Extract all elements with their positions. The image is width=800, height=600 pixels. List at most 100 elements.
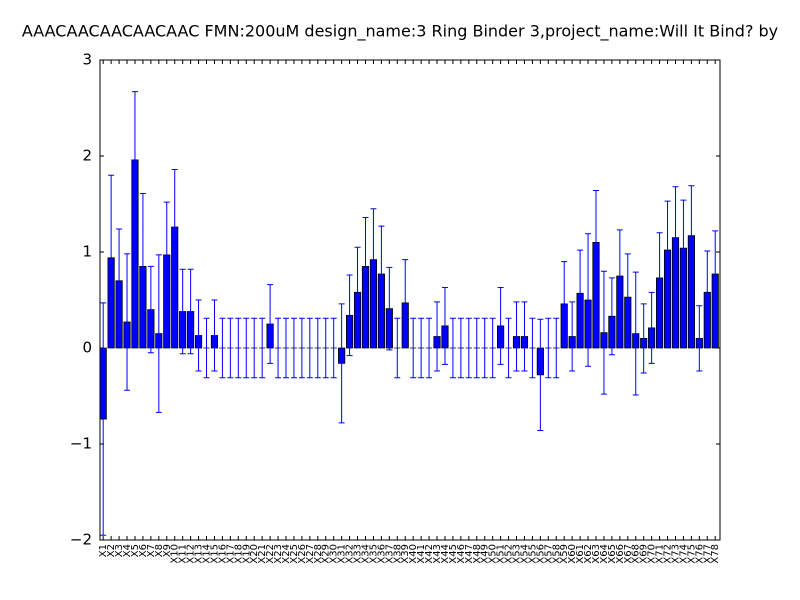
x-tick-label: X75 <box>686 544 697 564</box>
error-bar <box>696 305 703 372</box>
x-tick-label: X5 <box>130 544 141 557</box>
bar <box>131 159 139 349</box>
x-tick-label: X34 <box>360 544 371 564</box>
error-bar <box>290 317 297 379</box>
x-tick-label: X61 <box>575 544 586 564</box>
x-tick-label: X37 <box>384 544 395 564</box>
bar <box>679 247 688 349</box>
x-tick-label: X4 <box>122 544 133 557</box>
y-tick-label: −2 <box>70 531 92 549</box>
x-tick-label: X18 <box>233 544 244 564</box>
x-tick-label: X76 <box>694 544 705 564</box>
x-tick-label: X6 <box>138 544 149 557</box>
error-bar <box>593 190 599 295</box>
error-bar <box>632 271 639 396</box>
error-bar <box>100 302 107 536</box>
error-bar <box>672 186 679 289</box>
error-bar <box>712 230 719 318</box>
error-bar <box>314 317 321 379</box>
error-bar <box>124 253 131 391</box>
x-tick-label: X46 <box>456 544 467 564</box>
x-tick-label: X48 <box>472 544 483 564</box>
error-bar <box>171 168 178 286</box>
x-tick-label: X30 <box>329 544 340 564</box>
error-bar <box>561 261 568 347</box>
error-bar <box>346 274 353 357</box>
x-tick-label: X72 <box>663 544 674 564</box>
error-bar <box>362 216 369 316</box>
error-bar <box>410 317 417 379</box>
x-tick-label: X26 <box>297 544 308 564</box>
x-tick-label: X73 <box>670 544 681 564</box>
error-bar <box>664 200 671 300</box>
x-tick-label: X20 <box>249 544 260 564</box>
error-bar <box>203 317 210 379</box>
error-bar <box>577 249 584 337</box>
x-tick-label: X15 <box>209 544 220 564</box>
x-tick-label: X27 <box>305 544 316 564</box>
x-tick-label: X2 <box>106 544 117 557</box>
error-bar <box>322 317 329 379</box>
x-tick-label: X11 <box>178 544 189 564</box>
error-bar <box>139 192 146 340</box>
error-bar <box>330 317 337 379</box>
error-bar <box>553 317 560 379</box>
error-bar <box>656 232 663 324</box>
x-tick-label: X38 <box>392 544 403 564</box>
error-bar <box>298 317 305 379</box>
x-tick-label: X66 <box>615 544 626 564</box>
x-tick-label: X35 <box>368 544 379 564</box>
x-tick-label: X50 <box>488 544 499 564</box>
y-tick-label: 2 <box>82 147 92 165</box>
x-tick-label: X19 <box>241 544 252 564</box>
error-bar <box>688 185 695 287</box>
x-tick-label: X40 <box>408 544 419 564</box>
error-bar <box>640 303 647 374</box>
y-tick-label: −1 <box>70 435 92 453</box>
error-bar <box>163 201 170 309</box>
error-bar <box>306 317 313 379</box>
x-tick-label: X17 <box>225 544 236 564</box>
bar <box>687 235 695 349</box>
x-tick-label: X63 <box>591 544 602 564</box>
x-tick-label: X71 <box>655 544 666 564</box>
plot-frame <box>99 59 721 541</box>
x-tick-label: X67 <box>623 544 634 564</box>
x-tick-label: X62 <box>583 544 594 564</box>
x-tick-label: X8 <box>154 544 165 557</box>
x-tick-label: X64 <box>599 544 610 564</box>
x-tick-label: X49 <box>480 544 491 564</box>
bar <box>592 242 600 349</box>
x-tick-label: X3 <box>114 544 125 557</box>
y-tick-label: 0 <box>82 339 92 357</box>
error-bar <box>283 317 289 379</box>
error-bar <box>585 233 592 367</box>
error-bar <box>569 301 576 372</box>
error-bar <box>426 317 433 379</box>
x-tick-label: X7 <box>146 544 157 557</box>
x-tick-label: X68 <box>631 544 642 564</box>
error-bar <box>465 317 472 379</box>
error-bar <box>251 317 258 379</box>
x-tick-label: X28 <box>313 544 324 564</box>
error-bar <box>704 250 711 335</box>
x-tick-label: X21 <box>257 544 268 564</box>
x-tick-label: X25 <box>289 544 300 564</box>
error-bar <box>489 317 496 379</box>
x-tick-label: X36 <box>376 544 387 564</box>
x-tick-label: X51 <box>496 544 507 564</box>
error-bar <box>386 266 393 351</box>
error-bar <box>473 317 480 379</box>
x-tick-label: X69 <box>639 544 650 564</box>
error-bar <box>648 291 655 364</box>
x-tick-label: X42 <box>424 544 435 564</box>
x-tick-label: X43 <box>432 544 443 564</box>
error-bar <box>402 259 409 347</box>
x-tick-label: X29 <box>321 544 332 564</box>
x-tick-label: X60 <box>567 544 578 564</box>
chart-title: AAACAACAACAACAAC FMN:200uM design_name:3… <box>22 22 778 42</box>
x-tick-label: X47 <box>464 544 475 564</box>
error-bar <box>441 287 448 365</box>
x-tick-label: X57 <box>543 544 554 564</box>
